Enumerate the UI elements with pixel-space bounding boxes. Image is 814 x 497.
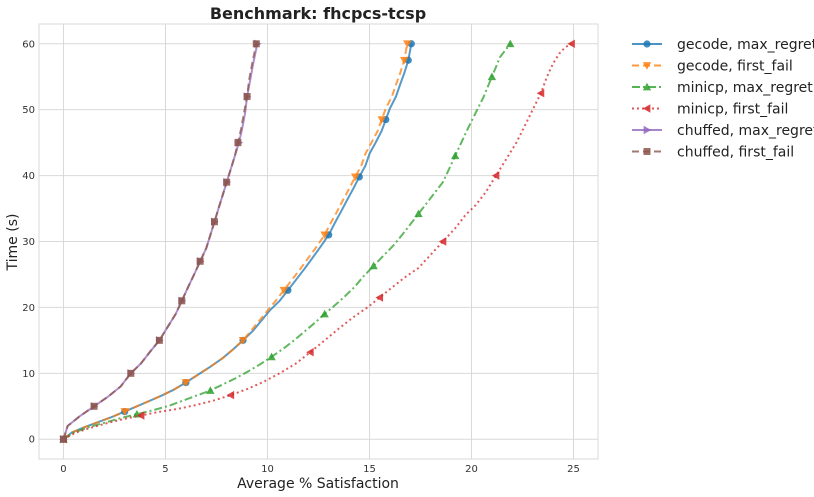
data-point	[234, 139, 242, 147]
legend-label: gecode, max_regret	[677, 37, 814, 53]
data-point	[567, 39, 575, 48]
data-point	[196, 257, 204, 265]
data-point	[450, 151, 460, 160]
data-point	[536, 89, 545, 98]
y-tick-label: 0	[29, 435, 35, 446]
series-line	[62, 43, 409, 440]
series-layer	[59, 39, 575, 444]
series-line	[62, 43, 258, 440]
x-tick-label: 20	[465, 464, 478, 475]
legend-item: gecode, max_regret	[632, 37, 814, 53]
legend-item: gecode, first_fail	[632, 59, 793, 75]
series-line	[63, 42, 572, 441]
legend: gecode, max_regret gecode, first_failmini…	[632, 37, 814, 161]
data-point	[506, 39, 515, 48]
data-point	[226, 390, 235, 400]
data-point	[320, 309, 329, 318]
y-tick-label: 10	[22, 369, 35, 380]
legend-marker	[643, 40, 651, 48]
y-axis-label: Time (s)	[5, 214, 21, 272]
data-point	[375, 293, 384, 302]
data-point	[399, 56, 409, 65]
legend-marker	[642, 62, 652, 70]
legend-marker	[643, 125, 652, 135]
data-point	[491, 171, 500, 180]
data-point	[414, 209, 423, 218]
data-point	[136, 411, 145, 420]
data-point	[351, 173, 360, 182]
data-point	[243, 93, 251, 100]
data-point	[438, 237, 447, 246]
data-point	[377, 116, 386, 124]
data-point	[127, 369, 135, 377]
data-point	[487, 72, 497, 81]
data-point	[238, 337, 248, 345]
y-tick-label: 60	[22, 39, 35, 50]
data-point	[252, 40, 260, 48]
y-tick-label: 30	[22, 237, 35, 248]
y-tick-label: 50	[22, 105, 35, 116]
ticks: 0 5 10 15 20 25 0 10 20 30 40 50 60	[22, 39, 580, 475]
data-point	[155, 336, 163, 344]
legend-item: chuffed, max_regret	[632, 123, 814, 139]
y-tick-label: 20	[22, 303, 35, 314]
series-5	[59, 40, 260, 443]
x-tick-label: 5	[162, 464, 168, 475]
data-point	[206, 386, 215, 394]
x-tick-label: 15	[363, 464, 376, 475]
data-point	[120, 408, 129, 416]
y-tick-label: 40	[22, 171, 35, 182]
data-point	[369, 261, 378, 270]
legend-marker	[643, 148, 651, 155]
x-tick-label: 25	[567, 464, 580, 475]
data-point	[210, 218, 218, 226]
data-point	[90, 402, 98, 410]
legend-item: minicp, max_regret	[632, 80, 813, 96]
legend-label: minicp, max_regret	[677, 80, 813, 96]
x-axis-label: Average % Satisfaction	[237, 476, 399, 492]
chart-title: Benchmark: fhcpcs-tcsp	[210, 4, 426, 23]
legend-marker	[642, 104, 651, 113]
data-point	[403, 40, 412, 48]
x-tick-label: 10	[261, 464, 274, 475]
data-point	[267, 352, 276, 361]
x-tick-label: 0	[60, 464, 66, 475]
data-point	[279, 286, 289, 295]
grid	[39, 24, 598, 459]
legend-item: minicp, first_fail	[632, 102, 788, 118]
data-point	[320, 231, 329, 240]
legend-label: gecode, first_fail	[677, 59, 793, 75]
data-point	[178, 297, 186, 305]
legend-item: chuffed, first_fail	[632, 145, 794, 161]
legend-marker	[642, 82, 652, 91]
legend-label: chuffed, first_fail	[677, 145, 794, 161]
legend-label: chuffed, max_regret	[677, 123, 814, 139]
legend-label: minicp, first_fail	[677, 102, 788, 118]
data-point	[181, 379, 191, 387]
data-point	[59, 435, 67, 443]
data-point	[306, 348, 314, 357]
data-point	[223, 178, 231, 186]
